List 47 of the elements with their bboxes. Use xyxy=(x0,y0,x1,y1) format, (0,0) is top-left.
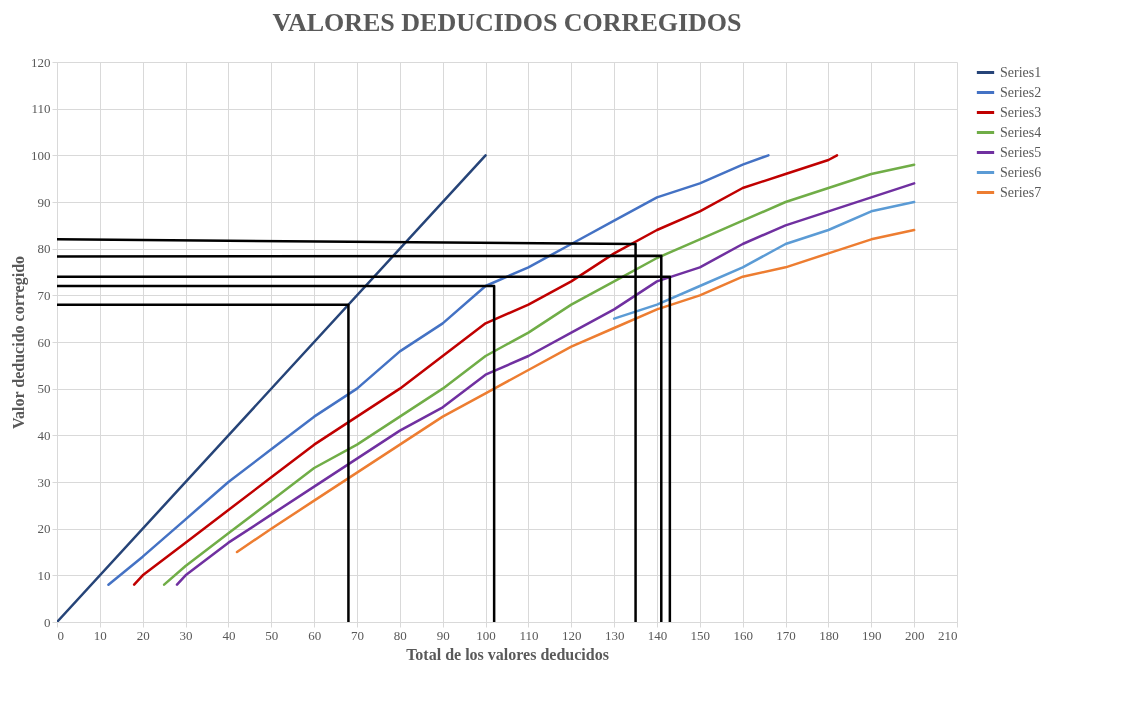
line-series xyxy=(612,200,916,320)
x-tick-label: 70 xyxy=(351,627,364,643)
legend-label: Series1 xyxy=(1000,64,1042,80)
x-tick-label: 140 xyxy=(647,627,668,643)
legend-label: Series4 xyxy=(1000,124,1042,140)
x-tick-label: 110 xyxy=(519,627,539,643)
x-tick-label: 200 xyxy=(904,627,925,643)
y-tick-label: 120 xyxy=(31,54,51,70)
x-tick-label: 90 xyxy=(436,627,450,643)
y-tick-label: 60 xyxy=(37,334,51,350)
y-tick-label: 90 xyxy=(37,194,51,210)
x-tick-label: 10 xyxy=(93,627,107,643)
legend-label: Series5 xyxy=(1000,144,1042,160)
y-tick-label: 10 xyxy=(37,567,51,583)
x-tick-label: 80 xyxy=(393,627,407,643)
x-axis-title: Total de los valores deducidos xyxy=(406,645,609,663)
chart-title: VALORES DEDUCIDOS CORREGIDOS xyxy=(272,8,742,37)
y-tick-label: 20 xyxy=(37,521,51,537)
legend-label: Series3 xyxy=(1000,104,1042,120)
y-tick-label: 70 xyxy=(37,287,51,303)
y-axis-title: Valor deducido corregido xyxy=(10,255,28,430)
x-tick-label: 120 xyxy=(562,627,582,643)
legend-label: Series6 xyxy=(1000,164,1042,180)
x-tick-label: 100 xyxy=(476,627,496,643)
x-tick-label: 60 xyxy=(308,627,322,643)
y-tick-label: 110 xyxy=(31,101,51,117)
y-tick-label: 80 xyxy=(37,241,51,257)
legend-label: Series2 xyxy=(1000,84,1042,100)
y-tick-label: 30 xyxy=(37,474,51,490)
x-tick-label: 190 xyxy=(862,627,882,643)
x-tick-label: 20 xyxy=(136,627,150,643)
x-tick-label: 180 xyxy=(819,627,839,643)
x-tick-label: 130 xyxy=(604,627,625,643)
x-tick-label: 0 xyxy=(57,627,64,643)
y-tick-label: 50 xyxy=(37,381,51,397)
y-tick-label: 0 xyxy=(44,614,51,630)
y-tick-label: 100 xyxy=(31,147,51,163)
legend-label: Series7 xyxy=(1000,184,1042,200)
y-tick-label: 40 xyxy=(37,427,51,443)
x-tick-label: 160 xyxy=(733,627,753,643)
x-tick-label: 150 xyxy=(690,627,711,643)
x-tick-label: 40 xyxy=(222,627,236,643)
x-tick-label: 50 xyxy=(265,627,279,643)
x-tick-label: 30 xyxy=(179,627,193,643)
x-tick-label: 170 xyxy=(776,627,796,643)
x-tick-label: 210 xyxy=(938,627,958,643)
line-series xyxy=(235,228,916,554)
